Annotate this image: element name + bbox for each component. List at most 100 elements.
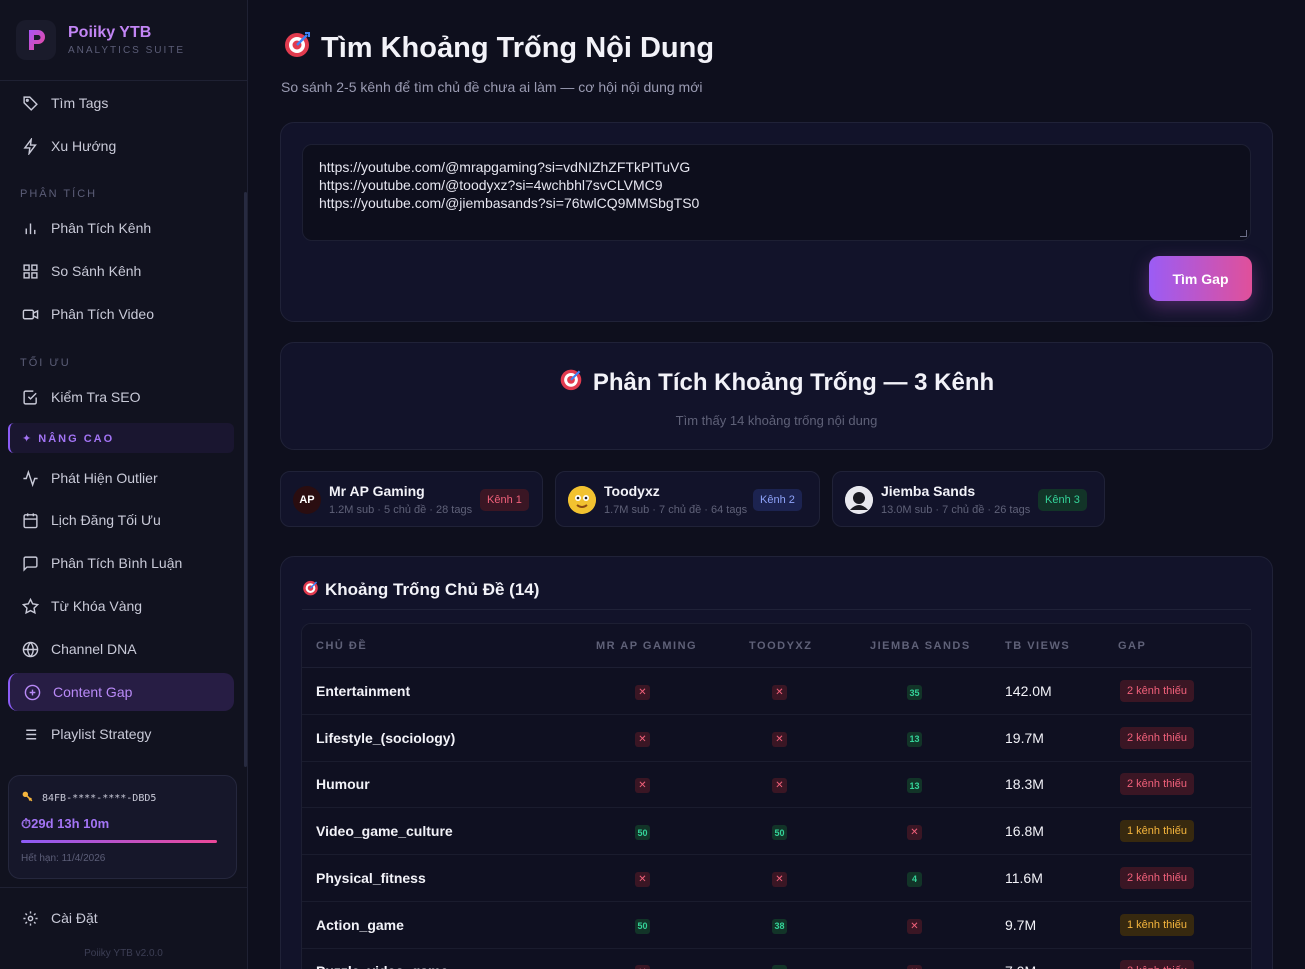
channel-card[interactable]: Jiemba Sands 13.0M sub · 7 chủ đề · 26 t…: [832, 471, 1105, 527]
topic-count-badge: 50: [772, 825, 787, 841]
missing-topic-mark: ✕: [635, 778, 650, 794]
target-icon: [302, 579, 319, 601]
sidebar-item-playlist-strategy[interactable]: Playlist Strategy: [8, 715, 234, 753]
sidebar-item-label: Phân Tích Kênh: [51, 220, 152, 236]
gap-badge: 1 kênh thiếu: [1120, 820, 1194, 843]
topic-count-badge: 4: [907, 871, 922, 887]
brand-subtitle: ANALYTICS SUITE: [68, 45, 186, 56]
topic-cell: Lifestyle_(sociology): [316, 729, 456, 746]
gear-icon: [23, 910, 38, 926]
url-line: https://youtube.com/@toodyxz?si=4wchbhl7…: [319, 177, 663, 193]
sidebar: Poiiky YTB ANALYTICS SUITE Tìm Tags Xu H…: [0, 0, 248, 969]
target-icon: [559, 367, 583, 398]
url-line: https://youtube.com/@jiembasands?si=76tw…: [319, 195, 700, 211]
sidebar-item-label: Phân Tích Bình Luận: [51, 555, 183, 571]
avatar: [568, 486, 596, 514]
analysis-title-text: Phân Tích Khoảng Trống — 3 Kênh: [592, 368, 995, 396]
channel-badge: Kênh 1: [480, 489, 529, 511]
table-row: Action_game 50 38 ✕ 9.7M 1 kênh thiếu: [302, 902, 1251, 949]
sidebar-item-kiem-tra-seo[interactable]: Kiểm Tra SEO: [8, 378, 234, 416]
sidebar-item-tu-khoa-vang[interactable]: Từ Khóa Vàng: [8, 587, 234, 625]
section-label-optimize: TỐI ƯU: [20, 357, 71, 369]
topic-cell: Video_game_culture: [316, 823, 453, 840]
topic-count-badge: 50: [635, 918, 650, 934]
license-key: 84FB-****-****-DBD5: [21, 790, 224, 806]
brand-logo-icon: [16, 20, 56, 60]
column-header: MR AP GAMING: [596, 640, 698, 652]
sidebar-item-phan-tich-kenh[interactable]: Phân Tích Kênh: [8, 209, 234, 247]
gap-badge: 2 kênh thiếu: [1120, 960, 1194, 969]
gap-badge: 2 kênh thiếu: [1120, 726, 1194, 749]
resize-handle[interactable]: [1240, 230, 1247, 237]
find-gap-button[interactable]: Tìm Gap: [1149, 256, 1252, 301]
sidebar-item-label: Content Gap: [53, 684, 133, 700]
sidebar-item-channel-dna[interactable]: Channel DNA: [8, 630, 234, 668]
topic-count-badge: 13: [907, 731, 922, 747]
topic-cell: Entertainment: [316, 683, 411, 699]
channel-card[interactable]: AP Mr AP Gaming 1.2M sub · 5 chủ đề · 28…: [280, 471, 543, 527]
url-line: https://youtube.com/@mrapgaming?si=vdNIZ…: [319, 159, 691, 175]
table-row: Entertainment ✕ ✕ 35 142.0M 2 kênh thiếu: [302, 668, 1251, 715]
missing-topic-mark: ✕: [907, 825, 922, 841]
sidebar-item-phat-hien-outlier[interactable]: Phát Hiện Outlier: [8, 459, 234, 497]
divider: [302, 609, 1251, 610]
channel-name: Toodyxz: [604, 483, 660, 499]
analysis-title: Phân Tích Khoảng Trống — 3 Kênh: [281, 367, 1272, 398]
brand-name: Poiiky YTB: [68, 24, 152, 41]
grid-icon: [23, 263, 38, 279]
sidebar-item-label: Phát Hiện Outlier: [51, 470, 158, 486]
gap-table-title: Khoảng Trống Chủ Đề (14): [302, 579, 539, 601]
gap-badge: 1 kênh thiếu: [1120, 913, 1194, 936]
missing-topic-mark: ✕: [772, 778, 787, 794]
sidebar-item-xu-huong[interactable]: Xu Hướng: [8, 127, 234, 165]
channel-card[interactable]: Toodyxz 1.7M sub · 7 chủ đề · 64 tags Kê…: [555, 471, 820, 527]
section-label-advanced: ✦ NÂNG CAO: [8, 423, 234, 453]
settings-button[interactable]: Cài Đặt: [8, 899, 234, 937]
sidebar-item-lich-dang-toi-uu[interactable]: Lịch Đăng Tối Ưu: [8, 501, 234, 539]
sidebar-item-content-gap[interactable]: Content Gap: [8, 673, 234, 711]
bar-chart-icon: [25, 223, 36, 234]
channel-meta: 1.2M sub · 5 chủ đề · 28 tags: [329, 504, 473, 516]
channel-meta: 13.0M sub · 7 chủ đề · 26 tags: [881, 504, 1031, 516]
views-cell: 142.0M: [1005, 683, 1052, 699]
channel-urls-textarea[interactable]: https://youtube.com/@mrapgaming?si=vdNIZ…: [302, 144, 1251, 241]
table-row: Video_game_culture 50 50 ✕ 16.8M 1 kênh thiếu: [302, 808, 1251, 856]
divider: [0, 887, 247, 888]
missing-topic-mark: ✕: [635, 731, 650, 747]
avatar-text: AP: [299, 494, 315, 506]
brand[interactable]: Poiiky YTB ANALYTICS SUITE: [16, 20, 185, 60]
table-row: Puzzle_video_game ✕ 38 ✕ 7.0M 2 kênh thiếu: [302, 948, 1251, 969]
globe-icon: [22, 641, 39, 657]
section-label-analysis: PHÂN TÍCH: [20, 188, 98, 200]
sidebar-item-so-sanh-kenh[interactable]: So Sánh Kênh: [8, 252, 234, 290]
views-cell: 11.6M: [1005, 869, 1043, 886]
topic-cell: Humour: [316, 776, 370, 793]
sidebar-item-label: Channel DNA: [51, 641, 137, 657]
gap-badge: 2 kênh thiếu: [1120, 680, 1194, 702]
page-subtitle: So sánh 2-5 kênh để tìm chủ đề chưa ai l…: [281, 79, 703, 95]
sidebar-scrollbar[interactable]: [244, 192, 247, 767]
sidebar-item-label: Lịch Đăng Tối Ưu: [51, 512, 161, 528]
sidebar-item-phan-tich-video[interactable]: Phân Tích Video: [8, 295, 234, 333]
missing-topic-mark: ✕: [772, 871, 787, 887]
views-cell: 16.8M: [1005, 823, 1044, 840]
video-icon: [22, 309, 39, 319]
column-header: GAP: [1118, 640, 1147, 652]
sidebar-item-label: Xu Hướng: [51, 138, 117, 154]
topic-count-badge: 38: [772, 965, 787, 969]
views-cell: 18.3M: [1005, 776, 1044, 793]
activity-icon: [23, 469, 38, 487]
topic-cell: Action_game: [316, 916, 404, 933]
sidebar-item-label: So Sánh Kênh: [51, 263, 142, 279]
license-time-left: ⏱29d 13h 10m: [21, 816, 110, 831]
page-title: Tìm Khoảng Trống Nội Dung: [283, 30, 714, 66]
sidebar-item-phan-tich-binh-luan[interactable]: Phân Tích Bình Luận: [8, 544, 234, 582]
gap-table-title-text: Khoảng Trống Chủ Đề (14): [325, 580, 540, 599]
star-icon: [22, 597, 39, 614]
topic-count-badge: 38: [772, 918, 787, 934]
sidebar-item-label: Kiểm Tra SEO: [51, 389, 141, 405]
topic-count-badge: 13: [907, 778, 922, 794]
comment-icon: [23, 555, 38, 572]
sidebar-item-tim-tags[interactable]: Tìm Tags: [8, 84, 234, 122]
table-row: Lifestyle_(sociology) ✕ ✕ 13 19.7M 2 kênh thi…: [302, 715, 1251, 762]
